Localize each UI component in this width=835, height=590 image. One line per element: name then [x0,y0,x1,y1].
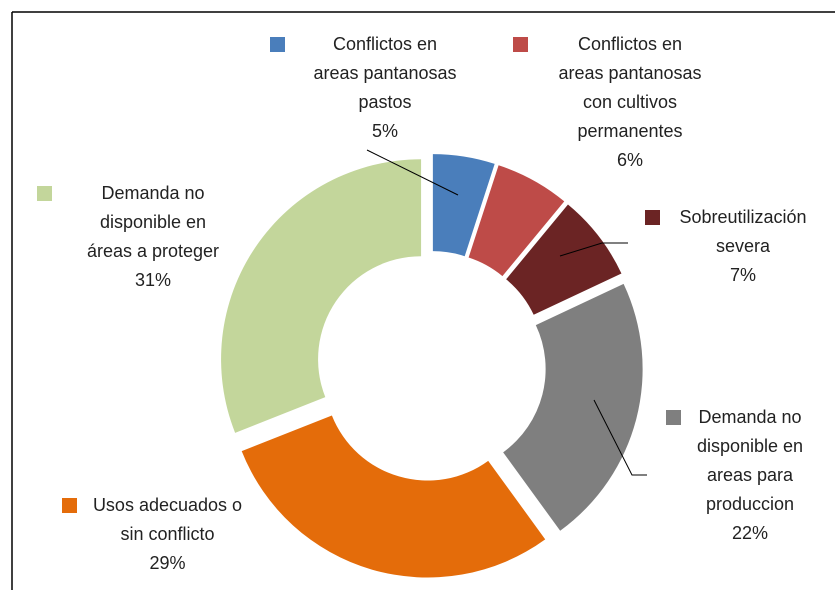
leader-line [593,399,647,476]
category-name: Conflictos en areas pantanosas con culti… [558,34,702,141]
slices [221,154,643,578]
data-label: Demanda no disponible en áreas a protege… [78,179,228,295]
legend-marker [513,37,528,52]
legend-marker [62,498,77,513]
data-label: Sobreutilización severa 7% [668,203,818,290]
category-name: Demanda no disponible en areas para prod… [696,407,804,514]
data-label: Demanda no disponible en areas para prod… [685,403,815,548]
value-label: 22% [731,523,769,543]
donut-slice [432,154,495,257]
category-name: Usos adecuados o sin conflicto [92,495,243,544]
legend-marker [37,186,52,201]
value-label: 6% [616,150,643,170]
value-label: 5% [371,121,398,141]
donut-slice [503,283,643,531]
legend-marker [270,37,285,52]
legend-marker [666,410,681,425]
value-label: 29% [149,553,186,573]
legend-marker [645,210,660,225]
donut-slice [468,165,565,277]
category-name: Demanda no disponible en áreas a protege… [86,183,220,261]
donut-slice [506,204,622,315]
data-label: Conflictos en areas pantanosas con culti… [555,30,705,175]
leader-line [366,149,459,196]
donut-slice [241,415,546,578]
data-label: Conflictos en areas pantanosas pastos 5% [310,30,460,146]
leader-line [559,242,628,257]
donut-slice [221,159,422,433]
value-label: 31% [134,270,172,290]
category-name: Conflictos en areas pantanosas pastos [313,34,457,112]
category-name: Sobreutilización severa [679,207,807,256]
value-label: 7% [729,265,756,285]
data-label: Usos adecuados o sin conflicto 29% [85,491,250,578]
